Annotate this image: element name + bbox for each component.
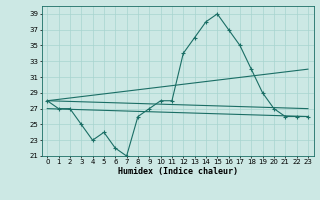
X-axis label: Humidex (Indice chaleur): Humidex (Indice chaleur) bbox=[118, 167, 237, 176]
